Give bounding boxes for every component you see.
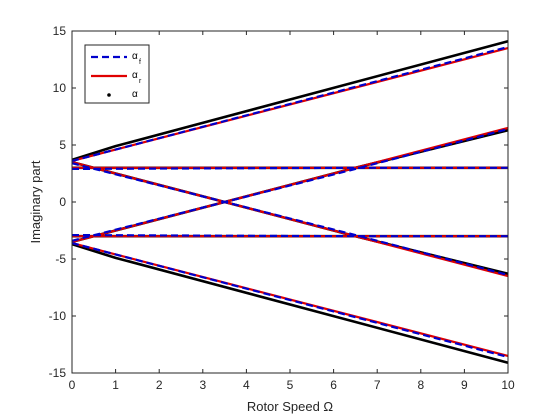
legend-label: α — [132, 70, 138, 81]
y-tick-label: -10 — [49, 309, 67, 323]
x-tick-label: 9 — [461, 378, 468, 392]
y-tick-label: -5 — [55, 252, 66, 266]
series-dots-branch-1 — [71, 40, 509, 162]
legend-label-subscript: f — [139, 59, 141, 66]
series-dots-branch-2 — [71, 242, 509, 364]
y-axis-label: Imaginary part — [28, 160, 43, 243]
x-tick-label: 8 — [417, 378, 424, 392]
series-dashed — [71, 45, 509, 359]
legend-dot-marker — [107, 93, 111, 97]
x-tick-label: 5 — [287, 378, 294, 392]
legend-item: αf — [91, 51, 141, 66]
x-tick-label: 0 — [69, 378, 76, 392]
y-tick-label: 10 — [53, 81, 67, 95]
x-tick-label: 2 — [156, 378, 163, 392]
series-dashed-branch-3 — [71, 45, 509, 163]
y-tick-label: 5 — [59, 138, 66, 152]
y-tick-label: -15 — [49, 366, 67, 380]
series-dashed-branch-2 — [71, 233, 508, 238]
x-axis-label: Rotor Speed Ω — [247, 399, 334, 414]
x-tick-label: 7 — [374, 378, 381, 392]
series-dashed-branch-6 — [71, 127, 509, 242]
x-tick-label: 6 — [330, 378, 337, 392]
legend-label-subscript: r — [139, 78, 142, 85]
y-tick-label: 0 — [59, 195, 66, 209]
x-tick-label: 1 — [112, 378, 119, 392]
legend-label: α — [132, 89, 138, 100]
y-tick-label: 15 — [53, 24, 67, 38]
legend-item: α — [107, 89, 138, 100]
ticks-layer: 0 1 2 3 4 5 6 7 8 9 10 15 10 5 0 -5 -10 -15 — [49, 24, 515, 392]
series-dashed-branch-4 — [71, 241, 509, 359]
series-solid-branch-5 — [71, 161, 509, 278]
legend-box — [84, 44, 150, 104]
x-tick-label: 3 — [199, 378, 206, 392]
series-dashed-branch-1 — [71, 166, 508, 171]
series-layer — [71, 40, 509, 364]
legend-item: αr — [91, 70, 142, 85]
series-dashed-branch-5 — [71, 162, 509, 277]
x-tick-label: 4 — [243, 378, 250, 392]
series-solid-branch-6 — [71, 126, 509, 243]
legend-label: α — [132, 51, 138, 62]
x-tick-label: 10 — [501, 378, 515, 392]
